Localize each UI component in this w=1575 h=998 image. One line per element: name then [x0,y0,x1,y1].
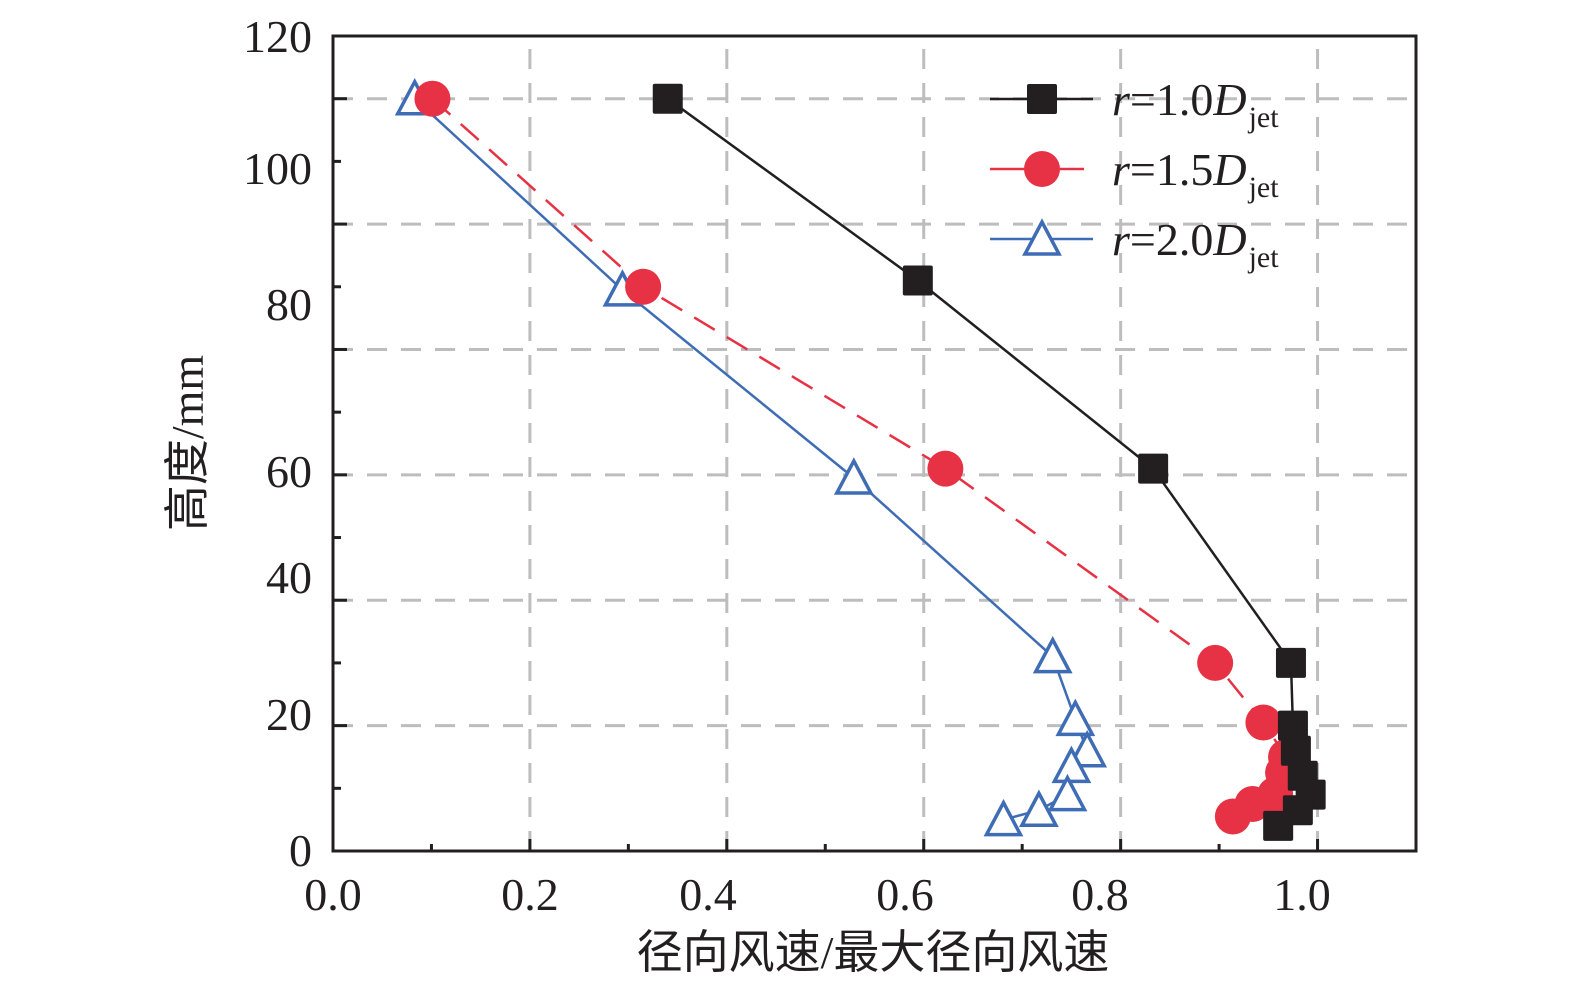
grid-lines [333,36,1416,851]
legend-r: r [1112,144,1131,195]
data-point [1055,698,1096,737]
legend-D: D [1212,144,1246,195]
legend-D: D [1212,74,1246,125]
legend-item: r=2.0Djet [990,214,1279,274]
x-tick-label: 0.0 [304,869,362,920]
legend-marker-circle [1024,151,1060,187]
data-point [983,798,1024,837]
tick-labels: 0.0 0.2 0.4 0.6 0.8 1.0 0 20 40 60 80 100 120 [243,11,1331,920]
data-point [1280,735,1311,766]
series-layer [394,77,1326,841]
data-point [1047,773,1088,812]
legend-value: =1.5 [1130,144,1213,195]
series-line [431,97,1288,818]
legend-r: r [1112,214,1131,265]
legend-r: r [1112,74,1131,125]
legend-subscript: jet [1248,241,1280,274]
legend-D: D [1212,214,1246,265]
data-point [1277,710,1308,741]
series-line [413,97,1089,821]
data-point [1245,704,1282,741]
legend-subscript: jet [1248,101,1280,134]
x-tick-label: 0.2 [501,869,559,920]
series-line [667,97,1313,827]
data-point [1275,647,1306,678]
legend-value: =2.0 [1130,214,1213,265]
y-tick-label: 60 [266,446,312,497]
legend-item: r=1.0Djet [990,74,1279,134]
y-tick-label: 0 [289,825,312,876]
data-point [1197,644,1234,681]
x-tick-label: 0.6 [876,869,934,920]
data-point [902,265,933,296]
legend-subscript: jet [1248,171,1280,204]
data-point [414,80,451,117]
x-tick-label: 1.0 [1273,869,1331,920]
data-point [1138,453,1169,484]
legend-label: r=2.0Djet [1112,214,1279,274]
data-point [1214,798,1251,835]
data-point [652,83,683,114]
data-point [1019,789,1059,827]
series-triangle [394,77,1108,837]
x-axis-title: 径向风速/最大径向风速 [637,927,1110,978]
data-point [927,450,964,487]
y-tick-label: 40 [266,552,312,603]
legend-marker-square [1027,84,1057,114]
series-square [652,83,1326,841]
y-tick-label: 100 [243,143,312,194]
legend-label: r=1.5Djet [1112,144,1279,204]
data-point [625,268,662,305]
x-tick-label: 0.8 [1071,869,1129,920]
x-tick-label: 0.4 [679,869,737,920]
data-point [1263,810,1294,841]
axes [331,34,1418,853]
legend-marker-triangle [1022,218,1062,256]
data-point [1067,729,1108,768]
legend-label: r=1.0Djet [1112,74,1279,134]
data-point [1032,635,1073,674]
legend-item: r=1.5Djet [990,144,1279,204]
legend-value: =1.0 [1130,74,1213,125]
y-axis-title: 高度/mm [162,355,213,532]
y-tick-label: 120 [243,11,312,62]
y-tick-label: 20 [266,689,312,740]
plot-frame [331,34,1418,853]
data-point [833,457,874,495]
y-tick-label: 80 [266,279,312,330]
